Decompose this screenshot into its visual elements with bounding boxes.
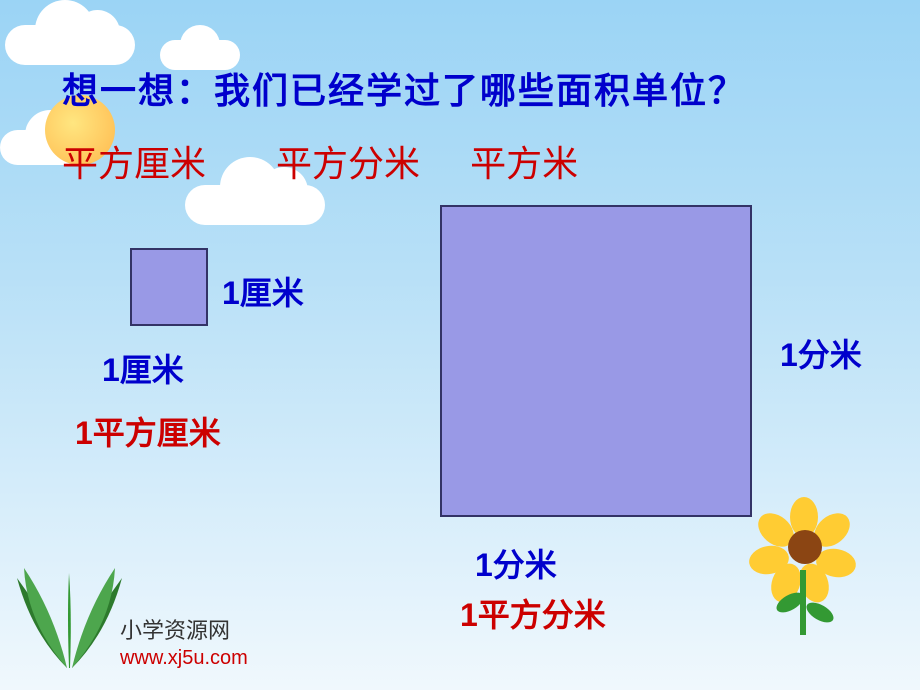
label-1cm-right: 1厘米 <box>222 268 304 314</box>
units-row: 平方厘米 平方分米 平方米 <box>62 135 638 187</box>
footer-url: www.xj5u.com <box>120 647 248 670</box>
footer-site-name: 小学资源网 <box>120 613 248 645</box>
label-1cm2-area: 1平方厘米 <box>75 408 221 454</box>
label-1cm-bottom: 1厘米 <box>102 345 184 391</box>
unit-dm2: 平方分米 <box>276 143 420 184</box>
cloud-1 <box>5 25 135 65</box>
label-1dm-right: 1分米 <box>780 330 862 376</box>
unit-m2: 平方米 <box>470 143 578 184</box>
square-1dm <box>440 205 752 517</box>
grass-logo-icon <box>12 563 132 678</box>
page-title: 想一想：我们已经学过了哪些面积单位？ <box>62 62 746 114</box>
unit-cm2: 平方厘米 <box>62 143 206 184</box>
footer: 小学资源网 www.xj5u.com <box>120 613 248 670</box>
flower-icon <box>750 505 860 635</box>
square-1cm <box>130 248 208 326</box>
cloud-4 <box>185 185 325 225</box>
label-1dm-bottom: 1分米 <box>475 540 557 586</box>
label-1dm2-area: 1平方分米 <box>460 590 606 636</box>
